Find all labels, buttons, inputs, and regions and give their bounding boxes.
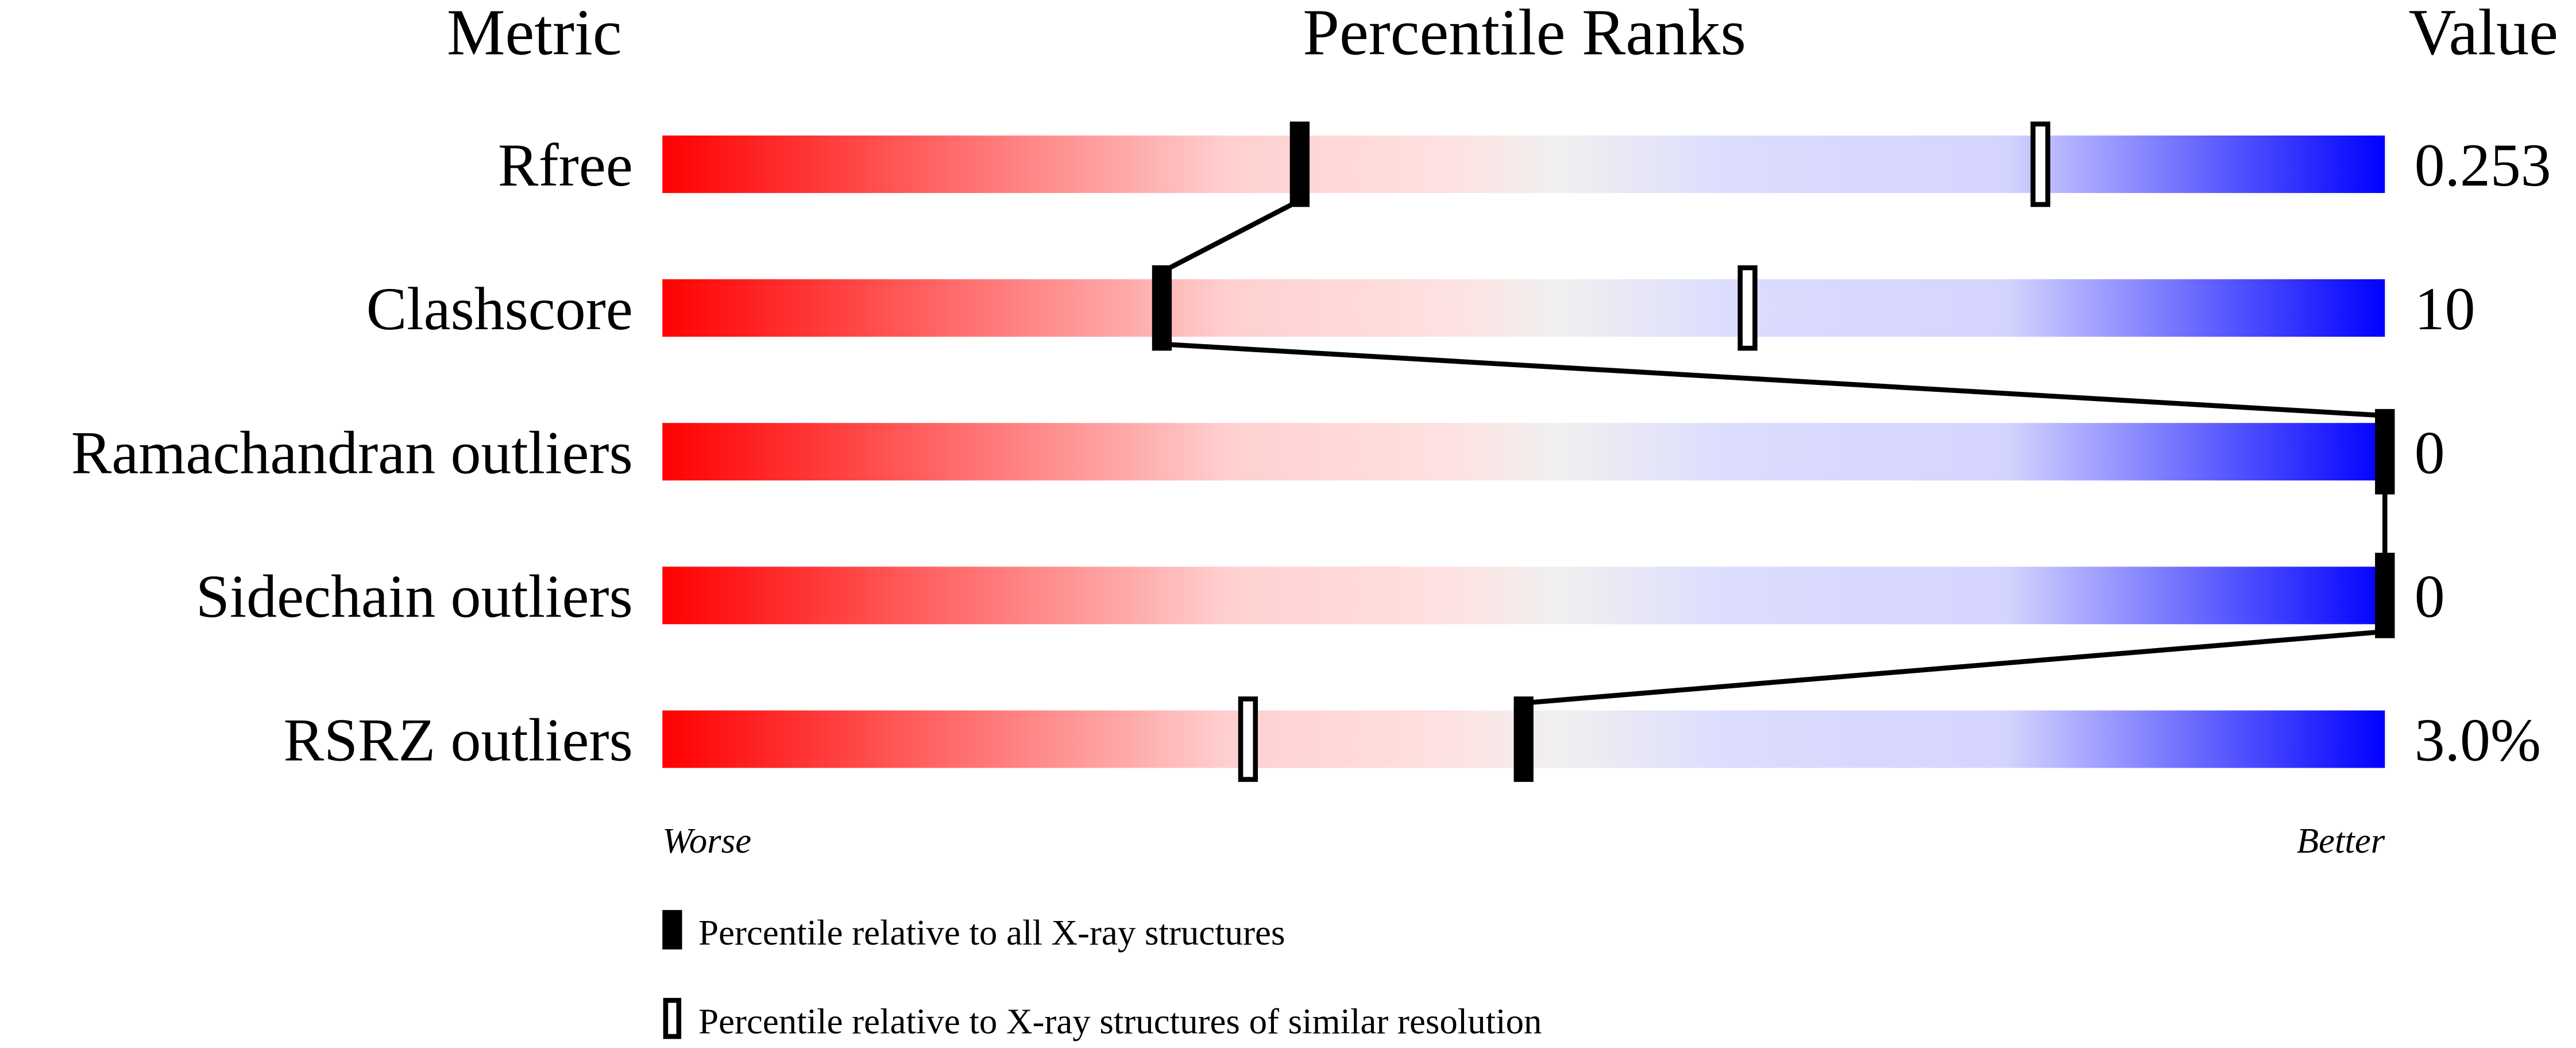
metric-value: 0.253: [2415, 132, 2551, 199]
metric-row: RSRZ outliers 3.0%: [284, 696, 2541, 782]
percentile-bar: [662, 423, 2385, 481]
metric-label: Clashscore: [366, 275, 633, 342]
percentile-bar: [662, 135, 2385, 193]
percentile-bar: [662, 279, 2385, 337]
header-percentile-ranks: Percentile Ranks: [1303, 0, 1746, 68]
metric-row: Ramachandran outliers 0: [71, 409, 2445, 495]
all-structures-marker: [1152, 265, 1172, 351]
metric-value: 0: [2415, 563, 2445, 630]
percentile-connector-line: [1523, 629, 2385, 706]
metric-label: RSRZ outliers: [284, 707, 633, 774]
percentile-bar: [662, 567, 2385, 625]
header-metric: Metric: [447, 0, 622, 68]
similar-resolution-marker: [1737, 265, 1758, 351]
legend-open-marker: [663, 997, 682, 1039]
metric-label: Ramachandran outliers: [71, 419, 633, 486]
all-structures-marker: [2375, 553, 2395, 638]
header-value: Value: [2409, 0, 2558, 68]
legend-label-similar: Percentile relative to X-ray structures …: [698, 1001, 1542, 1041]
metric-row: Rfree 0.253: [498, 121, 2551, 207]
metric-label: Sidechain outliers: [196, 563, 633, 630]
percentile-connector-line: [1161, 341, 2385, 418]
metric-row: Clashscore 10: [366, 265, 2475, 351]
all-structures-marker: [2375, 409, 2395, 495]
axis-label-worse: Worse: [662, 820, 751, 861]
metric-value: 10: [2415, 275, 2475, 342]
legend-label-all: Percentile relative to all X-ray structu…: [698, 912, 1285, 953]
percentile-connector-line: [1160, 198, 1301, 274]
similar-resolution-marker: [1238, 696, 1258, 782]
metric-label: Rfree: [498, 132, 633, 199]
metric-value: 3.0%: [2415, 707, 2541, 774]
all-structures-marker: [1513, 696, 1534, 782]
metric-value: 0: [2415, 419, 2445, 486]
legend-filled-marker: [662, 910, 682, 950]
all-structures-marker: [1289, 121, 1310, 207]
similar-resolution-marker: [2030, 121, 2050, 207]
axis-label-better: Better: [2297, 820, 2385, 861]
metric-row: Sidechain outliers 0: [196, 553, 2445, 638]
